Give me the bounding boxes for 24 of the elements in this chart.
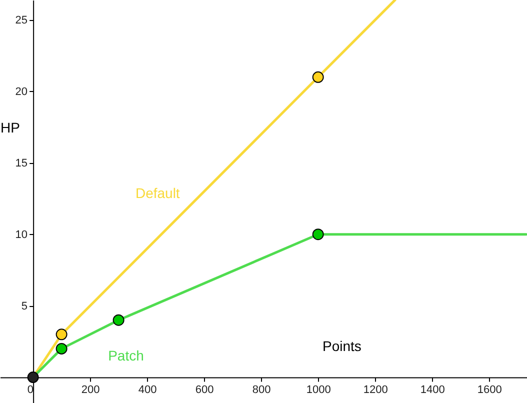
x-tick-label: 400 bbox=[138, 384, 157, 396]
x-tick-label: 800 bbox=[252, 384, 271, 396]
x-tick-label: 1000 bbox=[306, 384, 331, 396]
x-tick-label: 0 bbox=[27, 384, 34, 396]
point bbox=[56, 342, 68, 354]
series-label: Default bbox=[135, 184, 180, 201]
x-tick-label: 1200 bbox=[363, 384, 388, 396]
y-tick-label: 15 bbox=[15, 157, 28, 170]
point bbox=[27, 372, 39, 384]
y-axis-title: HP bbox=[0, 120, 20, 136]
y-tick-label: 10 bbox=[15, 228, 28, 241]
point bbox=[312, 71, 324, 83]
y-tick-label: 25 bbox=[15, 14, 28, 27]
point bbox=[312, 228, 324, 240]
x-axis-title: Points bbox=[322, 338, 362, 354]
y-tick-label: 20 bbox=[15, 86, 28, 98]
x-tick-label: 200 bbox=[81, 384, 100, 396]
x-tick-label: 1600 bbox=[477, 384, 502, 396]
y-tick-label: 5 bbox=[21, 300, 28, 312]
point bbox=[112, 314, 124, 326]
x-tick-label: 1400 bbox=[420, 384, 445, 396]
point bbox=[56, 328, 68, 340]
x-tick-label: 600 bbox=[195, 384, 214, 396]
series-label: Patch bbox=[108, 347, 144, 364]
